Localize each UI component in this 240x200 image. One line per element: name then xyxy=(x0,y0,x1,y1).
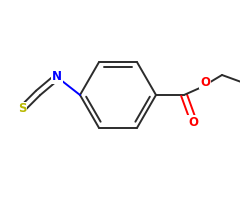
Text: O: O xyxy=(188,116,198,129)
Text: S: S xyxy=(18,102,26,116)
Text: N: N xyxy=(52,71,62,84)
Text: O: O xyxy=(200,75,210,88)
